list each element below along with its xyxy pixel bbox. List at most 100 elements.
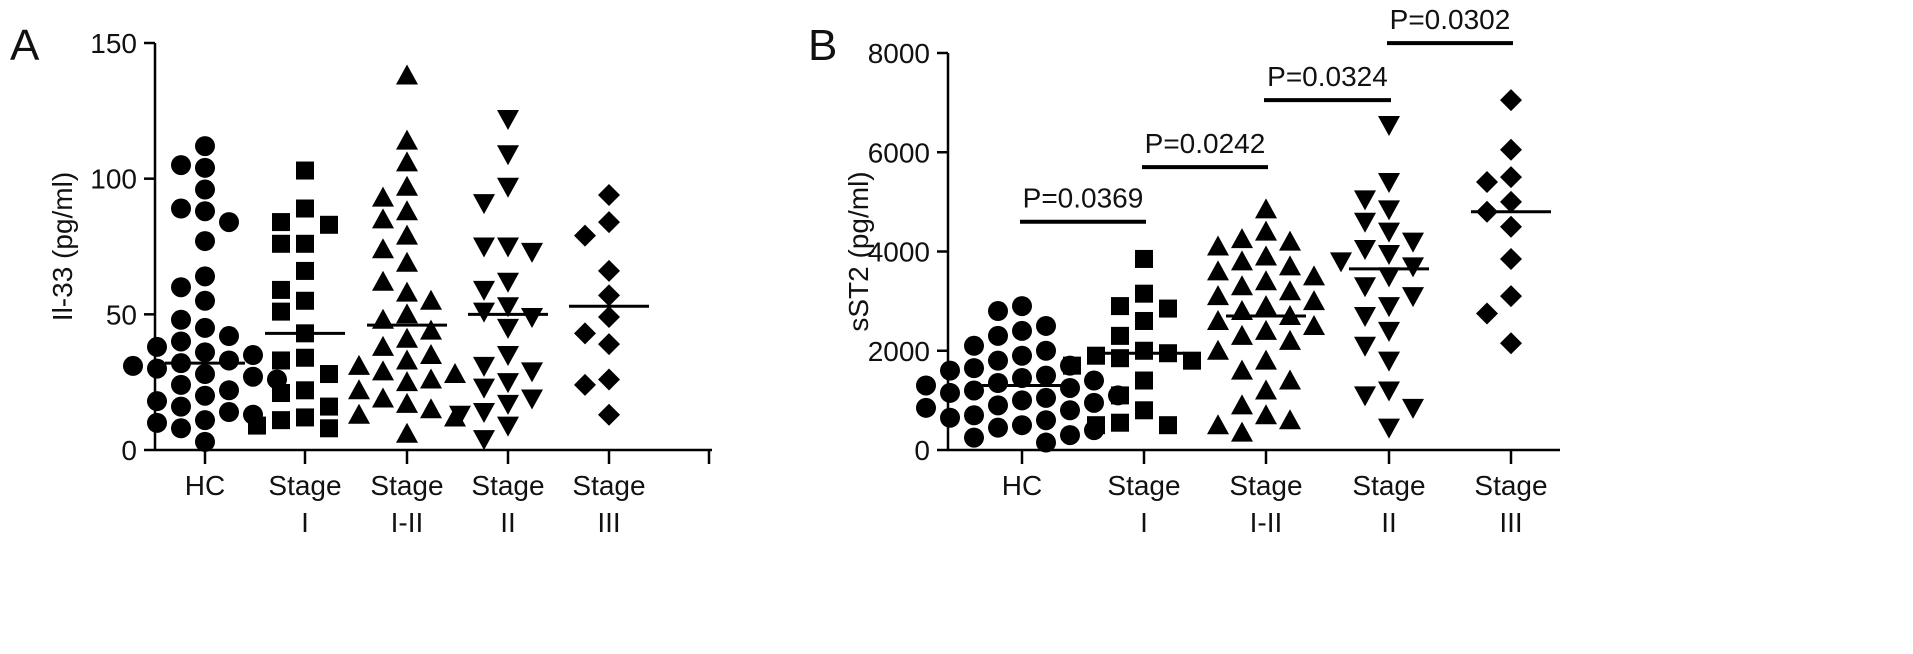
data-point [521,362,543,383]
data-point [147,391,167,412]
data-point [1084,392,1104,413]
data-point [1036,340,1056,361]
data-point [1279,280,1301,301]
data-point [1255,379,1277,400]
data-point [147,336,167,357]
data-point [1378,115,1400,136]
series-stage-i-ii [1207,198,1325,442]
data-point [195,290,215,311]
data-point [1036,365,1056,386]
data-point [988,301,1008,322]
series-stage-iii [1471,89,1551,355]
data-point [1303,265,1325,286]
x-tick-label: Stage [1352,470,1425,501]
series-hc [123,136,287,452]
data-point [296,261,314,280]
data-point [473,430,495,451]
data-point [1231,359,1253,380]
data-point [1255,198,1277,219]
data-point [1500,215,1522,238]
data-point [1500,190,1522,213]
data-point [1402,232,1424,253]
data-point [964,358,984,379]
data-point [219,402,239,423]
data-point [1255,270,1277,291]
y-axis-title: sST2 (pg/ml) [843,171,874,331]
data-point [1012,345,1032,366]
data-point [195,266,215,287]
data-point [444,363,466,384]
x-tick-label-line2: III [597,507,620,538]
p-value-label: P=0.0369 [1023,183,1144,214]
data-point [320,215,338,234]
x-tick-label: HC [1002,470,1042,501]
data-point [420,319,442,340]
data-point [1159,299,1177,318]
y-tick-label: 150 [90,28,137,59]
data-point [296,234,314,253]
data-point [195,364,215,385]
data-point [320,397,338,416]
data-point [1476,171,1498,194]
data-point [574,322,596,345]
data-point [372,238,394,259]
data-point [1476,302,1498,325]
data-point [1354,190,1376,211]
data-point [195,431,215,452]
data-point [964,380,984,401]
data-point [195,231,215,252]
data-point [171,309,191,330]
data-point [1207,235,1229,256]
data-point [449,405,471,426]
data-point [171,418,191,439]
data-point [1063,356,1081,375]
y-tick-label: 6000 [868,137,930,168]
data-point [248,416,266,435]
p-value-label: P=0.0302 [1390,4,1511,35]
data-point [372,270,394,291]
data-point [1231,421,1253,442]
x-tick-label-line2: I-II [1250,507,1283,538]
x-tick-label: Stage [1107,470,1180,501]
x-tick-label: Stage [572,470,645,501]
data-point [1279,369,1301,390]
data-point [1378,321,1400,342]
data-point [272,411,290,430]
data-point [1354,240,1376,261]
data-point [473,378,495,399]
data-point [521,308,543,329]
data-point [296,199,314,218]
data-point [195,201,215,222]
data-point [147,412,167,433]
data-point [988,417,1008,438]
data-point [1378,381,1400,402]
data-point [1207,339,1229,360]
data-point [396,64,418,85]
data-point [473,302,495,323]
data-point [296,381,314,400]
x-tick-label-line2: II [500,507,516,538]
data-point [497,373,519,394]
data-point [1378,200,1400,221]
data-point [497,297,519,318]
panel-letter: B [808,21,837,70]
data-point [1279,230,1301,251]
data-point [1255,404,1277,425]
data-point [195,136,215,157]
data-point [372,186,394,207]
data-point [1111,413,1129,432]
x-tick-label-line2: I [1140,507,1148,538]
data-point [1279,329,1301,350]
data-point [1135,284,1153,303]
data-point [396,422,418,443]
data-point [1378,173,1400,194]
data-point [272,213,290,232]
data-point [396,371,418,392]
data-point [988,325,1008,346]
data-point [1060,425,1080,446]
data-point [171,155,191,176]
data-point [1500,285,1522,308]
data-point [988,350,1008,371]
data-point [988,395,1008,416]
